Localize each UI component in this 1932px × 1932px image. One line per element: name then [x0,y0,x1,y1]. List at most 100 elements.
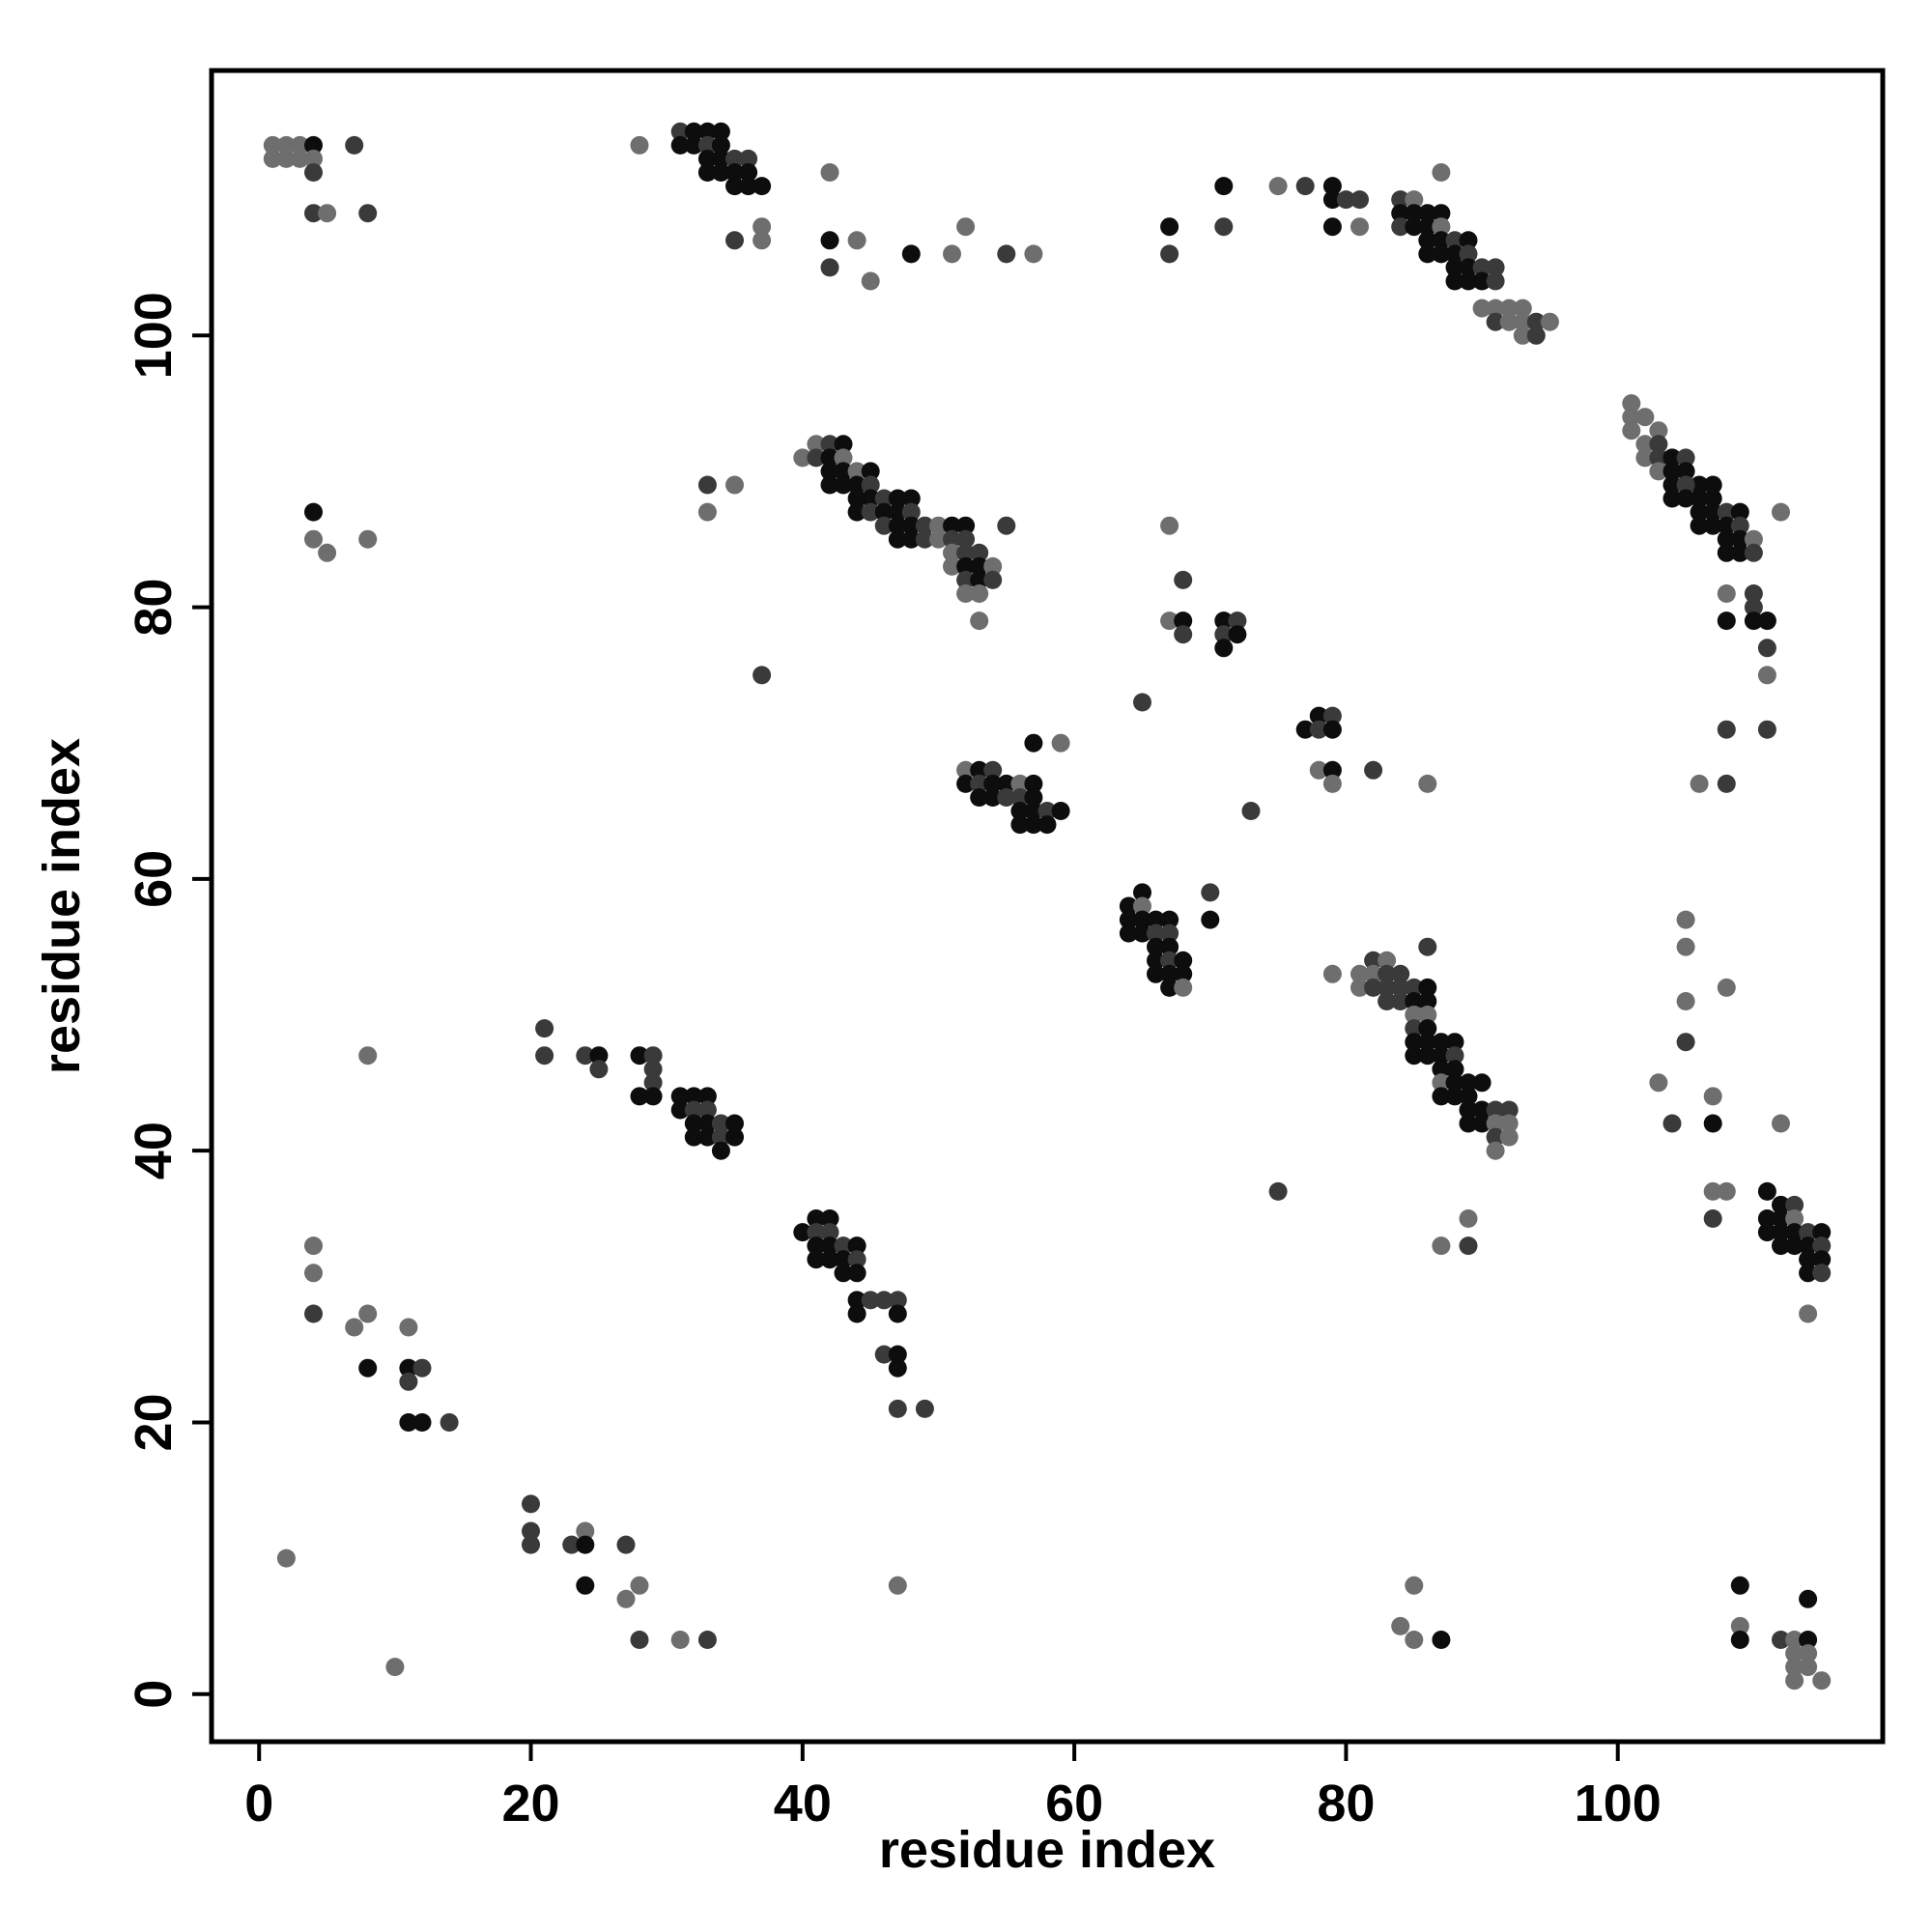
y-tick-label: 80 [125,579,183,637]
data-point [399,1372,418,1391]
data-point [1445,1060,1464,1079]
data-point [318,543,337,562]
data-point [1350,978,1369,997]
data-point [847,1236,867,1256]
data-point [901,502,921,522]
data-point [901,529,921,549]
data-point [1772,1114,1790,1133]
data-point [1717,529,1736,549]
data-point [1459,1236,1478,1256]
data-point [1540,312,1559,331]
data-point [1432,163,1451,182]
data-point [1486,258,1505,277]
data-point [1322,774,1342,793]
data-point [1391,204,1410,223]
data-point [1662,448,1682,468]
data-point [1445,244,1464,264]
data-point [1024,774,1043,793]
data-point [1418,978,1437,997]
data-point [1133,693,1151,712]
data-point [697,475,717,495]
data-point [304,204,323,223]
data-point [276,149,296,168]
data-point [1405,1576,1424,1595]
data-point [970,556,989,576]
data-point [915,1399,934,1418]
data-point [956,584,976,603]
data-point [1662,475,1682,495]
data-point [1214,625,1234,644]
data-point [753,231,772,250]
y-tick-label: 0 [125,1680,183,1709]
data-point [318,204,337,223]
data-point [725,231,744,250]
data-point [1051,802,1070,820]
data-point [1432,1087,1451,1106]
data-point [1472,1100,1492,1120]
data-point [1350,190,1369,210]
data-point [276,135,296,155]
data-point [1486,271,1505,291]
data-point [1459,1209,1478,1228]
data-point [1147,910,1165,929]
data-point [399,1358,418,1378]
data-point [630,1576,649,1595]
data-point [1703,1114,1722,1133]
data-point [888,1291,907,1310]
data-point [576,1521,595,1541]
data-point [1378,951,1397,970]
data-point [1744,584,1763,603]
data-point [1214,177,1234,196]
data-point [263,149,282,168]
data-point [807,1236,826,1256]
data-point [1690,774,1709,793]
data-point [753,177,772,196]
data-point [670,1631,690,1649]
data-point [1757,666,1776,685]
data-point [1812,1250,1832,1269]
data-point [684,135,703,155]
data-point [1486,1127,1505,1147]
data-point [1405,992,1424,1010]
data-point [1322,760,1342,780]
data-point [1174,951,1193,970]
data-point [1717,978,1736,997]
data-point [1160,923,1179,943]
data-point [345,135,364,155]
data-point [1214,611,1234,631]
data-point [1364,760,1383,780]
data-point [861,1291,880,1310]
data-point [943,556,961,576]
data-point [1717,516,1736,535]
data-point [847,231,867,250]
data-point [1418,244,1437,264]
data-point [304,135,323,155]
data-point [1010,774,1030,793]
data-point [1459,1087,1478,1106]
data-point [1772,1209,1790,1228]
data-point [1147,937,1165,956]
data-point [1133,910,1151,929]
data-point [1676,462,1695,481]
data-point [1799,1589,1818,1608]
data-point [1772,1195,1790,1214]
data-point [1812,1223,1832,1242]
data-point [943,244,961,264]
data-point [929,529,948,549]
data-point [1799,1236,1818,1256]
data-point [1622,408,1641,427]
data-point [983,774,1003,793]
data-point [711,163,730,182]
data-point [820,435,839,454]
data-point [847,475,867,495]
data-point [888,489,907,508]
data-point [1676,475,1695,495]
data-point [1622,421,1641,440]
data-point [1459,244,1478,264]
data-point [970,788,989,807]
data-point [1037,802,1057,820]
data-point [874,1291,894,1310]
data-point [1690,475,1709,495]
data-point [1432,1073,1451,1093]
data-point [1336,190,1355,210]
